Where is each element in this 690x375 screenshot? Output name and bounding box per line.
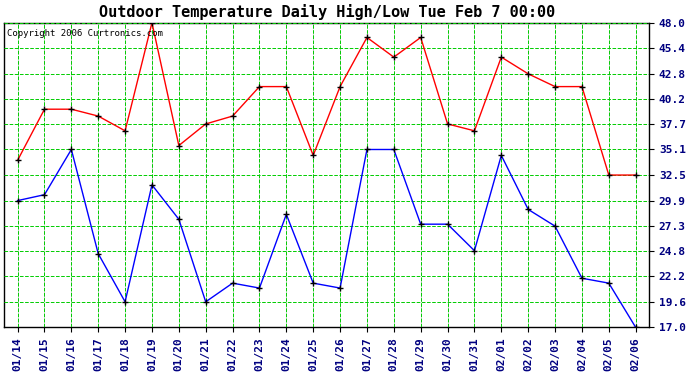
Title: Outdoor Temperature Daily High/Low Tue Feb 7 00:00: Outdoor Temperature Daily High/Low Tue F…: [99, 4, 555, 20]
Text: Copyright 2006 Curtronics.com: Copyright 2006 Curtronics.com: [8, 29, 164, 38]
